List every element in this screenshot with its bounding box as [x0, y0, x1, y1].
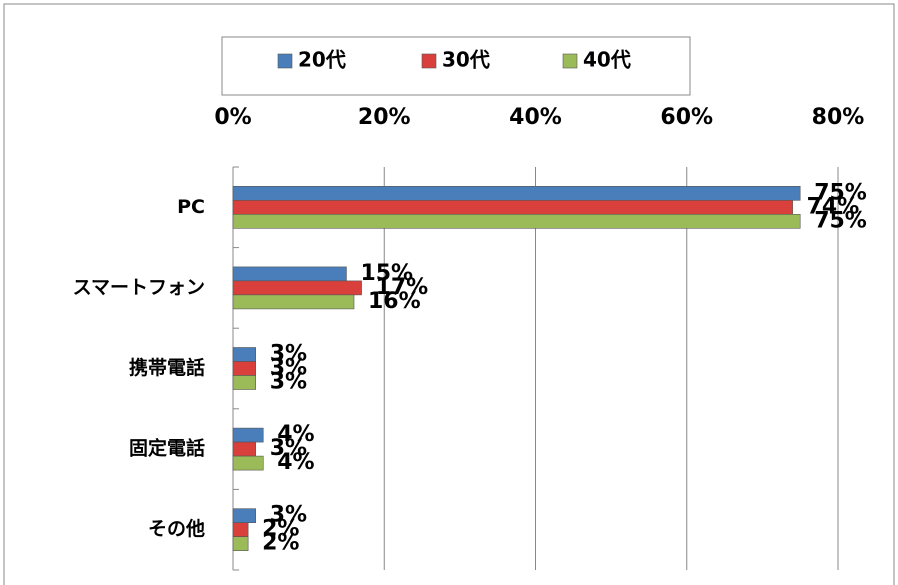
x-tick-label: 60% — [660, 105, 713, 130]
bar — [232, 441, 256, 457]
bar — [232, 455, 264, 471]
x-tick-label: 20% — [358, 105, 411, 130]
legend-swatch — [421, 53, 437, 69]
bar — [232, 294, 355, 310]
legend-swatch — [562, 53, 578, 69]
data-label: 17% — [376, 275, 429, 300]
data-label: 74% — [807, 194, 860, 219]
legend-swatch — [277, 53, 293, 69]
bar — [232, 266, 347, 282]
data-label: 4% — [277, 450, 314, 475]
bar — [232, 508, 256, 524]
bar — [232, 347, 256, 362]
bar — [232, 361, 256, 376]
bar — [232, 186, 801, 201]
data-label: 3% — [270, 436, 307, 461]
chart-border — [3, 3, 895, 585]
bar — [232, 200, 793, 215]
bar — [232, 536, 249, 552]
data-label: 3% — [270, 370, 307, 395]
legend-box — [221, 36, 691, 96]
legend-label: 20代 — [298, 48, 346, 72]
data-label: 75% — [814, 180, 867, 205]
data-label: 2% — [262, 531, 299, 556]
x-tick-label: 40% — [509, 105, 562, 130]
bar — [232, 375, 256, 390]
bar — [232, 522, 249, 538]
bar — [232, 280, 362, 296]
data-label: 2% — [262, 517, 299, 542]
data-label: 4% — [277, 422, 314, 447]
data-label: 3% — [270, 342, 307, 367]
bar — [232, 427, 264, 443]
bar — [232, 214, 801, 229]
x-tick-label: 80% — [812, 105, 865, 130]
y-tick-label: PC — [177, 196, 205, 218]
data-label: 16% — [368, 289, 421, 314]
data-label: 3% — [270, 503, 307, 528]
data-label: 75% — [814, 208, 867, 233]
y-tick-label: スマートフォン — [73, 276, 205, 298]
y-tick-label: その他 — [148, 517, 205, 540]
y-tick-label: 携帯電話 — [129, 356, 205, 379]
y-tick-label: 固定電話 — [129, 437, 205, 460]
x-tick-label: 0% — [214, 105, 251, 130]
data-label: 3% — [270, 356, 307, 381]
legend-label: 30代 — [442, 48, 490, 72]
legend-label: 40代 — [583, 48, 631, 72]
data-label: 15% — [360, 261, 413, 286]
